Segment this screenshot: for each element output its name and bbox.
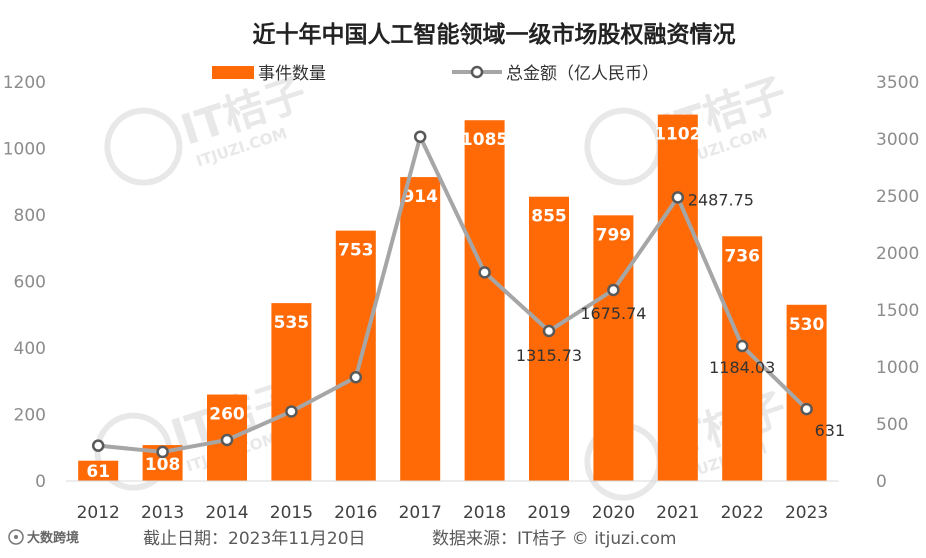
bar-value-label: 61	[86, 462, 110, 482]
logo-text: 大数跨境	[27, 530, 79, 546]
line-point-2021	[671, 191, 685, 204]
line-point-2018	[478, 266, 491, 279]
bar-2018	[464, 120, 505, 482]
x-axis-tick-label: 2012	[77, 503, 120, 523]
logo-icon-dot	[14, 535, 18, 539]
x-axis-tick-label: 2013	[141, 503, 184, 523]
x-axis-tick-label: 2018	[463, 503, 506, 523]
line-point-2012	[91, 439, 105, 452]
left-axis-tick-label: 1000	[3, 140, 46, 160]
x-axis-tick-label: 2014	[205, 503, 248, 523]
bar-2017	[400, 177, 441, 481]
x-axis: 2012 2013 2014 2015 2016 2017 2018 2019 2020 2021…	[66, 480, 839, 523]
legend-line-label: 总金额（亿人民币）	[506, 64, 659, 84]
footer-logo: 大数跨境	[8, 529, 79, 546]
legend-bar-swatch	[212, 66, 254, 79]
legend-line-marker	[470, 65, 484, 79]
line-value-label: 631	[815, 421, 846, 440]
right-axis-tick-label: 2500	[876, 187, 919, 207]
left-axis-tick-label: 200	[14, 406, 46, 426]
logo-icon	[8, 529, 24, 545]
chart-title: 近十年中国人工智能领域一级市场股权融资情况	[253, 21, 736, 48]
legend-bar-label: 事件数量	[258, 64, 326, 84]
left-y-axis: 0 200 400 600 800 1000 1200	[3, 73, 46, 492]
x-axis-tick-label: 2015	[270, 503, 313, 523]
left-axis-tick-label: 400	[14, 339, 46, 359]
left-axis-tick-label: 1200	[3, 73, 46, 93]
bar-value-label: 799	[596, 225, 632, 245]
line-value-label: 1675.74	[580, 304, 646, 323]
x-axis-tick-label: 2021	[656, 503, 699, 523]
footer: 大数跨境 截止日期：2023年11月20日 数据来源：IT桔子 © itjuzi…	[8, 529, 676, 549]
left-axis-tick-label: 600	[14, 273, 46, 293]
bar-value-label: 108	[145, 455, 181, 475]
line-value-label: 1184.03	[709, 358, 775, 377]
left-axis-tick-label: 0	[35, 472, 46, 492]
bar-value-label: 1102	[654, 125, 701, 145]
line-point-2013	[156, 445, 169, 459]
line-point-2023	[800, 402, 813, 416]
right-y-axis: 0 500 1000 1500 2000 2500 3000 3500	[876, 73, 919, 492]
x-axis-tick-label: 2017	[399, 503, 442, 523]
right-axis-tick-label: 2000	[876, 244, 919, 264]
line-point-2016	[349, 371, 363, 384]
left-axis-tick-label: 800	[14, 206, 46, 226]
right-axis-tick-label: 500	[876, 415, 908, 435]
line-value-label: 1315.73	[516, 346, 582, 365]
bar-2015	[271, 303, 312, 481]
x-axis-tick-label: 2023	[785, 503, 828, 523]
x-axis-tick-label: 2020	[592, 503, 635, 523]
line-series	[91, 130, 813, 459]
bar-2016	[335, 230, 376, 481]
x-axis-tick-label: 2019	[527, 503, 570, 523]
x-axis-tick-label: 2022	[721, 503, 764, 523]
line-point-2017	[413, 130, 427, 143]
bar-value-label: 1085	[461, 130, 508, 150]
line-point-2020	[607, 283, 620, 297]
bar-value-label: 530	[789, 315, 825, 335]
bar-2019	[529, 196, 569, 481]
bar-2021	[657, 114, 698, 482]
line-value-label: 2487.75	[688, 190, 754, 209]
bar-2023	[786, 304, 827, 481]
line-point-2019	[542, 324, 556, 338]
amount-line	[98, 134, 808, 454]
cutoff-date: 截止日期：2023年11月20日	[143, 529, 366, 549]
bar-value-label: 535	[274, 313, 310, 333]
bar-value-label: 753	[338, 241, 374, 261]
right-axis-tick-label: 0	[876, 472, 887, 492]
legend: 事件数量 总金额（亿人民币）	[212, 64, 659, 84]
bar-value-label: 736	[724, 246, 760, 266]
line-labels: 1315.73 1675.74 2487.75 1184.03 631	[516, 190, 845, 440]
bar-value-label: 855	[531, 207, 567, 227]
bar-series	[78, 114, 827, 482]
bar-labels: 61 108 260 535 753 914 1085 855 799 1102 736 530	[86, 125, 824, 482]
right-axis-tick-label: 3000	[876, 130, 919, 150]
watermark-orange-icon	[584, 107, 663, 186]
line-point-2015	[285, 405, 298, 418]
watermark-orange-icon	[104, 107, 183, 186]
bar-2020	[593, 215, 634, 481]
bar-value-label: 914	[402, 187, 438, 207]
x-axis-tick-label: 2016	[334, 503, 377, 523]
line-point-2022	[735, 339, 749, 353]
line-point-2014	[220, 433, 234, 447]
bar-2012	[78, 460, 119, 481]
right-axis-tick-label: 1000	[876, 358, 919, 378]
right-axis-tick-label: 3500	[876, 73, 919, 93]
bar-value-label: 260	[209, 405, 245, 425]
data-source: 数据来源：IT桔子 © itjuzi.com	[432, 529, 676, 549]
right-axis-tick-label: 1500	[876, 301, 919, 321]
